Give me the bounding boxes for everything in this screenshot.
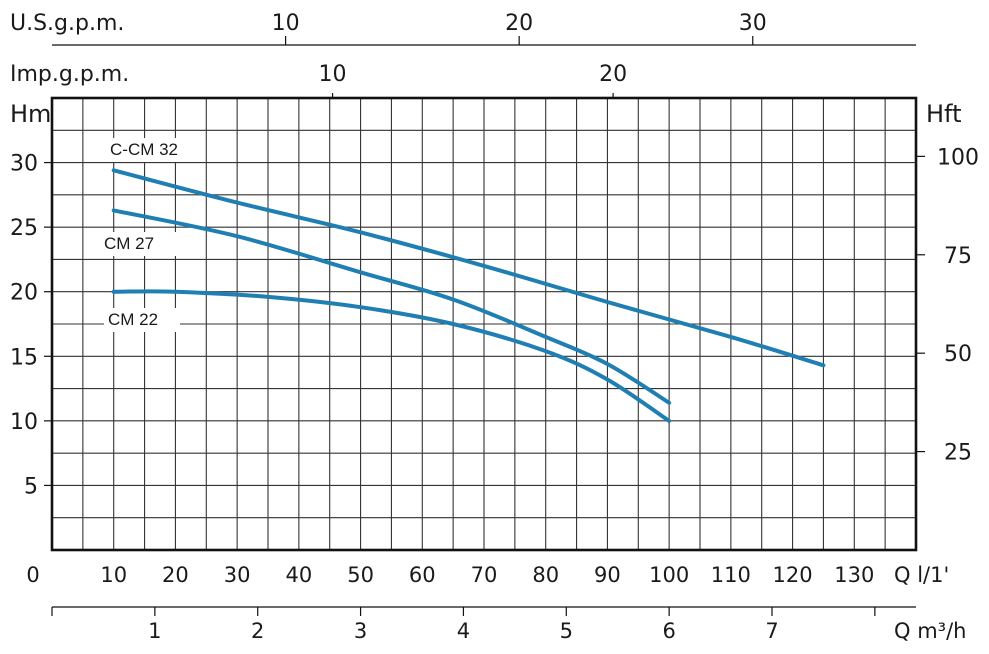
y-tick-label-hft: 75 <box>944 244 972 269</box>
series-label-bg <box>104 308 180 332</box>
series-label-c-cm-32: C-CM 32 <box>110 140 178 159</box>
x-tick-label-lpm: 120 <box>773 563 813 587</box>
series-label-cm-27: CM 27 <box>104 234 154 253</box>
x-tick-label-lpm: 100 <box>649 563 689 587</box>
x-axis-unit-m3h: Q m³/h <box>894 619 966 643</box>
y-axis-label-hm: Hm <box>10 100 51 128</box>
y-tick-label-hm: 25 <box>10 216 38 241</box>
x-tick-label-lpm: 70 <box>471 563 498 587</box>
y-tick-label-hm: 5 <box>24 474 38 499</box>
x-tick-label-lpm: 50 <box>347 563 374 587</box>
labels: C-CM 32 CM 27 CM 22 <box>100 138 182 332</box>
series-label-cm-22: CM 22 <box>108 310 158 329</box>
x-axis-label-impgpm: Imp.g.p.m. <box>10 62 129 87</box>
x-tick-label-m3h: 4 <box>457 619 470 643</box>
series-label-bg <box>106 138 182 162</box>
x-tick-label-impgpm: 10 <box>319 62 347 87</box>
y-tick-label-hft: 25 <box>944 441 972 466</box>
curve-cm-27 <box>111 208 672 405</box>
curve-cm-22 <box>111 289 672 423</box>
x-tick-label-usgpm: 10 <box>272 11 300 36</box>
x-tick-label-m3h: 6 <box>662 619 675 643</box>
x-tick-label-usgpm: 20 <box>505 11 533 36</box>
y-tick-label-hft: 100 <box>937 145 979 170</box>
x-tick-label-m3h: 3 <box>354 619 367 643</box>
y-tick-label-hft: 50 <box>944 342 972 367</box>
x-tick-label-m3h: 7 <box>765 619 778 643</box>
y-tick-label-hm: 30 <box>10 152 38 177</box>
y-tick-label-hm: 15 <box>10 345 38 370</box>
x-tick-label-usgpm: 30 <box>739 11 767 36</box>
x-tick-label-m3h: 1 <box>148 619 161 643</box>
performance-curves <box>111 168 826 423</box>
x-tick-label-lpm: 40 <box>285 563 312 587</box>
plot-frame <box>50 96 918 552</box>
y-axis-label-hft: Hft <box>926 100 961 128</box>
x-tick-label-lpm: 0 <box>26 563 39 587</box>
y-tick-label-hm: 20 <box>10 281 38 306</box>
x-tick-label-lpm: 60 <box>409 563 436 587</box>
x-tick-label-m3h: 2 <box>251 619 264 643</box>
x-tick-label-lpm: 10 <box>100 563 127 587</box>
x-tick-label-lpm: 90 <box>594 563 621 587</box>
x-axis-label-usgpm: U.S.g.p.m. <box>10 11 124 36</box>
series-label-bg <box>100 232 176 256</box>
plot-border <box>50 96 918 552</box>
grid <box>52 98 916 550</box>
x-tick-label-impgpm: 20 <box>599 62 627 87</box>
x-tick-label-m3h: 5 <box>560 619 573 643</box>
x-tick-label-lpm: 20 <box>162 563 189 587</box>
x-tick-label-lpm: 30 <box>224 563 251 587</box>
y-tick-label-hm: 10 <box>10 410 38 435</box>
x-tick-label-lpm: 130 <box>834 563 874 587</box>
x-axis-unit-lpm: Q l/1' <box>894 563 949 587</box>
curve-c-cm-32 <box>111 168 826 368</box>
x-tick-label-lpm: 80 <box>532 563 559 587</box>
x-tick-label-lpm: 110 <box>711 563 751 587</box>
